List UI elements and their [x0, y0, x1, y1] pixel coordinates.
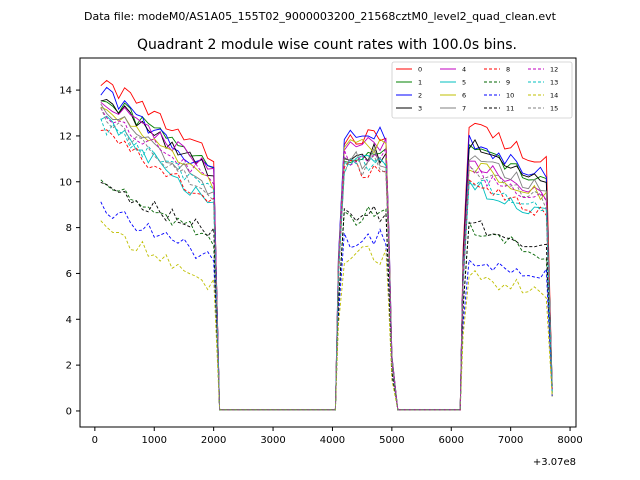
legend-label-5: 5 — [462, 79, 466, 87]
x-tick-label: 2000 — [201, 435, 226, 446]
legend-label-14: 14 — [550, 92, 558, 100]
legend-box — [391, 61, 573, 119]
series-line-4 — [100, 101, 553, 411]
legend-label-12: 12 — [550, 66, 558, 74]
x-axis: 0 1000 2000 3000 4000 5000 6000 7000 8000 — [92, 427, 583, 446]
y-axis: 0 2 4 6 8 10 12 14 — [59, 86, 80, 417]
legend-label-7: 7 — [462, 105, 466, 113]
y-tick-label: 12 — [59, 131, 72, 142]
y-tick-label: 10 — [59, 177, 72, 188]
legend-label-4: 4 — [462, 66, 466, 74]
chart-title: Quadrant 2 module wise count rates with … — [137, 37, 517, 53]
legend-label-3: 3 — [418, 105, 422, 113]
y-tick-label: 4 — [66, 315, 72, 326]
y-tick-label: 6 — [66, 269, 72, 280]
legend-label-6: 6 — [462, 92, 466, 100]
x-axis-offset-label: +3.07e8 — [533, 457, 576, 468]
legend-label-8: 8 — [506, 66, 510, 74]
series-group — [100, 79, 553, 411]
legend-label-15: 15 — [550, 105, 558, 113]
x-tick-label: 1000 — [142, 435, 167, 446]
series-line-2 — [100, 86, 553, 411]
series-line-3 — [100, 99, 553, 411]
legend-label-10: 10 — [506, 92, 514, 100]
series-line-9 — [100, 179, 553, 411]
chart-suptitle: Data file: modeM0/AS1A05_155T02_90000032… — [84, 10, 557, 23]
series-line-0 — [100, 79, 553, 411]
y-tick-label: 0 — [66, 406, 72, 417]
series-line-11 — [100, 181, 553, 411]
x-tick-label: 6000 — [439, 435, 464, 446]
series-line-10 — [100, 201, 553, 411]
x-tick-label: 5000 — [379, 435, 404, 446]
plot-frame — [79, 57, 577, 428]
series-line-12 — [100, 107, 553, 411]
plot-area — [79, 57, 577, 428]
series-line-1 — [100, 100, 553, 411]
legend-label-13: 13 — [550, 79, 558, 87]
y-tick-label: 14 — [59, 86, 72, 97]
series-line-15 — [100, 107, 553, 411]
legend-label-11: 11 — [506, 105, 514, 113]
y-tick-label: 2 — [66, 361, 72, 372]
legend-label-9: 9 — [506, 79, 510, 87]
x-tick-label: 8000 — [557, 435, 582, 446]
x-tick-label: 7000 — [498, 435, 523, 446]
x-tick-label: 4000 — [320, 435, 345, 446]
series-line-13 — [100, 118, 553, 411]
series-line-7 — [100, 103, 553, 411]
legend-label-0: 0 — [418, 66, 422, 74]
series-line-5 — [100, 115, 553, 411]
legend-label-1: 1 — [418, 79, 422, 87]
series-line-14 — [100, 220, 553, 411]
y-tick-label: 8 — [66, 223, 72, 234]
x-tick-label: 0 — [92, 435, 98, 446]
legend-label-2: 2 — [418, 92, 422, 100]
x-tick-label: 3000 — [260, 435, 285, 446]
